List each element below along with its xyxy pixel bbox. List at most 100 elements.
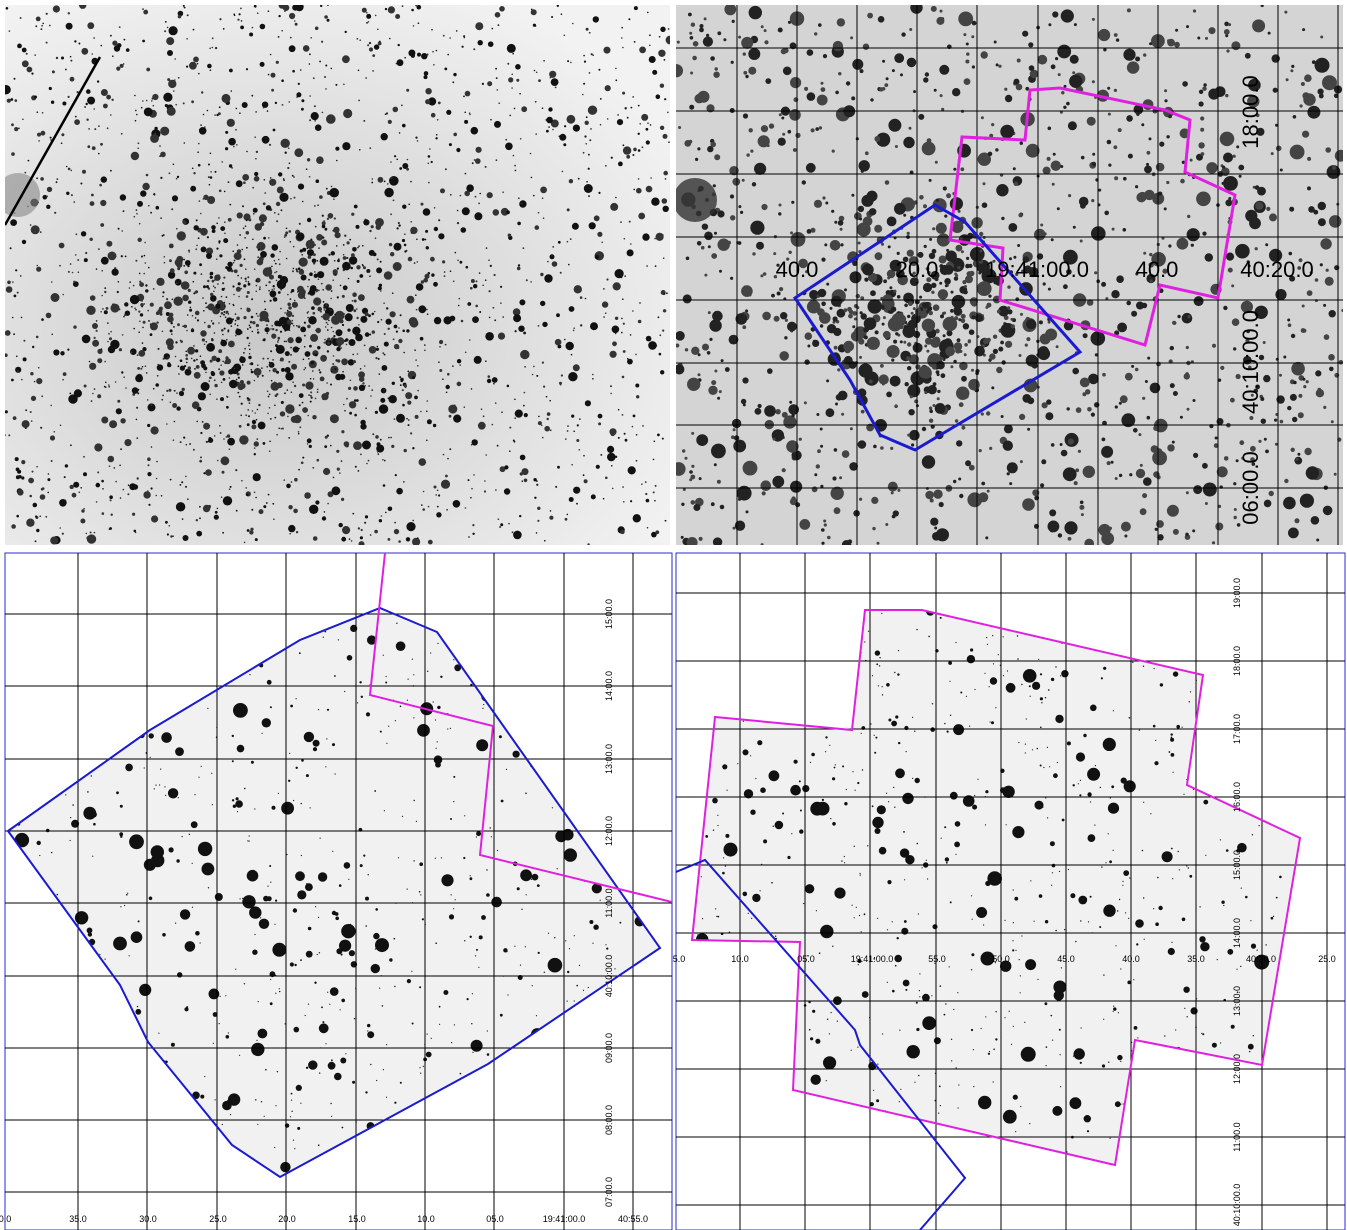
- star: [893, 289, 897, 293]
- star: [1002, 440, 1013, 451]
- star: [500, 207, 509, 216]
- star: [332, 363, 335, 365]
- star: [307, 316, 309, 319]
- star: [293, 176, 295, 178]
- star: [280, 138, 290, 148]
- star: [220, 339, 227, 347]
- star: [425, 229, 429, 233]
- star: [121, 371, 124, 374]
- star: [843, 340, 855, 352]
- star: [791, 414, 795, 418]
- star: [166, 26, 169, 29]
- star: [1105, 297, 1109, 301]
- star: [236, 324, 239, 327]
- star: [618, 161, 623, 167]
- star: [826, 379, 830, 383]
- star: [21, 476, 25, 480]
- star: [554, 338, 562, 346]
- star: [287, 147, 290, 149]
- star: [177, 14, 182, 19]
- star: [91, 193, 94, 197]
- star: [339, 472, 341, 474]
- star: [325, 321, 328, 324]
- star: [298, 468, 300, 471]
- star: [560, 374, 564, 377]
- star: [851, 193, 855, 197]
- star: [425, 99, 431, 105]
- star: [183, 6, 186, 9]
- star: [164, 786, 166, 788]
- star: [141, 365, 144, 368]
- star: [850, 36, 854, 40]
- star: [449, 315, 456, 322]
- star: [837, 368, 841, 372]
- star: [228, 377, 231, 379]
- star: [777, 27, 783, 33]
- star: [1135, 272, 1139, 276]
- star: [218, 217, 220, 219]
- star: [572, 364, 580, 372]
- star: [497, 24, 500, 26]
- star: [620, 276, 623, 279]
- star: [737, 522, 741, 526]
- star: [992, 334, 998, 339]
- star: [1040, 483, 1045, 488]
- star: [151, 515, 159, 523]
- star: [83, 507, 85, 510]
- star: [891, 69, 895, 73]
- star: [130, 351, 133, 354]
- star: [603, 288, 605, 290]
- star: [253, 213, 255, 215]
- star: [676, 343, 680, 348]
- star: [937, 289, 949, 300]
- star: [327, 341, 330, 345]
- star: [179, 484, 182, 486]
- star: [1055, 57, 1059, 61]
- star: [689, 478, 693, 482]
- star: [189, 306, 192, 309]
- star: [597, 231, 603, 237]
- star: [228, 164, 233, 168]
- star: [168, 388, 172, 392]
- star: [609, 428, 617, 436]
- star: [97, 394, 102, 399]
- star: [542, 321, 548, 328]
- star: [355, 399, 359, 402]
- star: [610, 392, 612, 395]
- star: [1283, 355, 1287, 359]
- star: [860, 296, 865, 301]
- star: [1206, 162, 1218, 174]
- star: [1091, 231, 1095, 236]
- star: [236, 249, 242, 254]
- star: [254, 933, 256, 936]
- star: [906, 356, 911, 361]
- star: [568, 497, 574, 502]
- star: [566, 430, 569, 432]
- star: [235, 968, 237, 970]
- star: [466, 998, 469, 1001]
- star: [507, 233, 512, 238]
- star: [323, 309, 326, 311]
- star: [104, 386, 107, 389]
- star: [881, 306, 885, 310]
- star: [904, 303, 908, 308]
- star: [493, 273, 496, 277]
- star: [1314, 57, 1330, 73]
- star: [960, 250, 964, 254]
- star: [259, 23, 266, 30]
- star: [266, 365, 269, 368]
- star: [1169, 345, 1175, 351]
- star: [191, 906, 194, 908]
- star: [1250, 457, 1255, 462]
- star: [976, 281, 992, 296]
- star: [475, 146, 482, 153]
- star: [1260, 5, 1264, 8]
- star: [166, 533, 169, 536]
- star: [1211, 541, 1216, 545]
- star: [124, 439, 132, 447]
- star: [109, 337, 112, 341]
- star: [605, 944, 607, 946]
- star: [565, 940, 567, 942]
- star: [1085, 389, 1091, 395]
- star: [326, 18, 330, 22]
